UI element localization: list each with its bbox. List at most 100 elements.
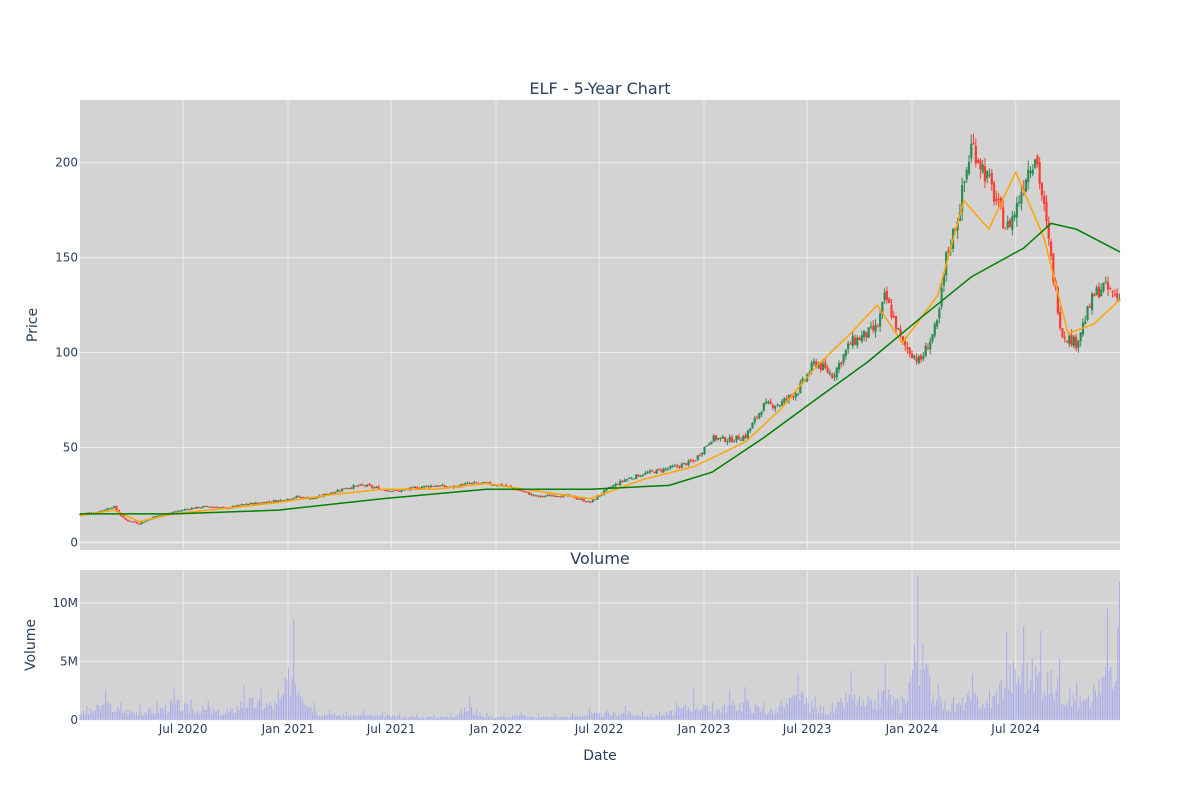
volume-bar [402,717,404,720]
volume-bar [395,717,397,720]
candle-body [181,510,184,512]
volume-bar [506,718,508,720]
candle-body [671,466,674,468]
volume-bar [893,696,895,720]
candle-down [338,489,341,493]
volume-bar [106,701,108,720]
candle-body [115,505,118,510]
candle-up [796,393,800,397]
volume-bar [476,709,478,720]
volume-bar [342,714,344,720]
candle-body [345,488,348,490]
volume-bar [464,707,466,720]
candle-body [288,498,291,500]
volume-bar [306,707,308,720]
candle-body [530,493,533,495]
volume-bar [908,681,910,720]
volume-bar [183,702,185,720]
candle-body [238,504,241,506]
volume-bar [859,696,861,720]
volume-bar [428,716,430,720]
candle-body [974,145,977,164]
volume-bar [631,714,633,720]
candle-body [165,514,168,516]
candle-body [758,413,761,418]
candle-up [142,521,145,523]
candle-up [705,445,708,447]
volume-bar [917,575,919,720]
volume-bar [447,717,449,720]
volume-bar [852,698,854,720]
volume-bar [419,718,421,720]
candle-body [268,501,271,503]
volume-bar [238,709,240,720]
candle-body [687,460,690,465]
candle-body [188,509,191,511]
candle-up [666,467,670,471]
volume-y-tick-label: 0 [70,713,78,727]
candle-body [1020,192,1023,204]
volume-bar [1026,662,1028,720]
volume-bar [363,710,365,720]
volume-bar [571,712,573,720]
candle-up [762,402,765,412]
candle-down [532,494,535,497]
candle-up [988,168,991,178]
volume-bar [1079,696,1081,720]
candle-down [997,193,1000,208]
volume-bar [583,716,585,720]
candle-body [924,345,927,357]
candle-up [290,498,294,500]
candle-body [578,498,581,500]
volume-bar [378,715,380,720]
volume-bar [388,714,390,720]
candle-body [986,171,989,179]
volume-bar [443,717,445,720]
volume-bar [170,699,172,720]
volume-bar [676,702,678,720]
candle-down [1052,253,1055,286]
volume-bar [812,707,814,720]
candle-up [760,410,763,418]
volume-bar [84,714,86,720]
volume-bar [759,712,761,720]
volume-bar [804,703,806,720]
volume-bar [640,716,642,720]
volume-bar [431,718,433,720]
volume-bar [777,712,779,720]
volume-bar [274,702,276,720]
candle-body [947,250,950,252]
volume-bar [175,703,177,720]
candle-body [183,509,186,511]
volume-bar [585,715,587,720]
candle-down [792,395,795,401]
candle-body [742,436,745,441]
volume-bar [421,716,423,720]
candle-body [849,343,852,345]
candle-body [890,304,893,318]
candle-down [983,157,987,188]
candle-body [1052,253,1055,282]
candle-body [726,441,729,443]
candle-down [1008,218,1012,228]
candle-body [254,502,257,505]
candle-body [521,490,524,492]
volume-bar [503,714,505,720]
volume-bar [508,716,510,720]
volume-bar [537,714,539,720]
candle-body [436,485,439,487]
candle-body [776,404,779,406]
candle-body [653,471,656,474]
candle-body [313,498,316,500]
candle-body [400,490,403,492]
candle-body [710,441,713,445]
candle-body [557,496,560,498]
candle-body [359,484,362,486]
volume-bar [88,714,90,720]
volume-bar [594,712,596,720]
candle-down [819,362,822,373]
volume-bar [132,711,134,720]
volume-bar [438,717,440,720]
volume-bar [770,708,772,720]
volume-bar [641,710,643,720]
